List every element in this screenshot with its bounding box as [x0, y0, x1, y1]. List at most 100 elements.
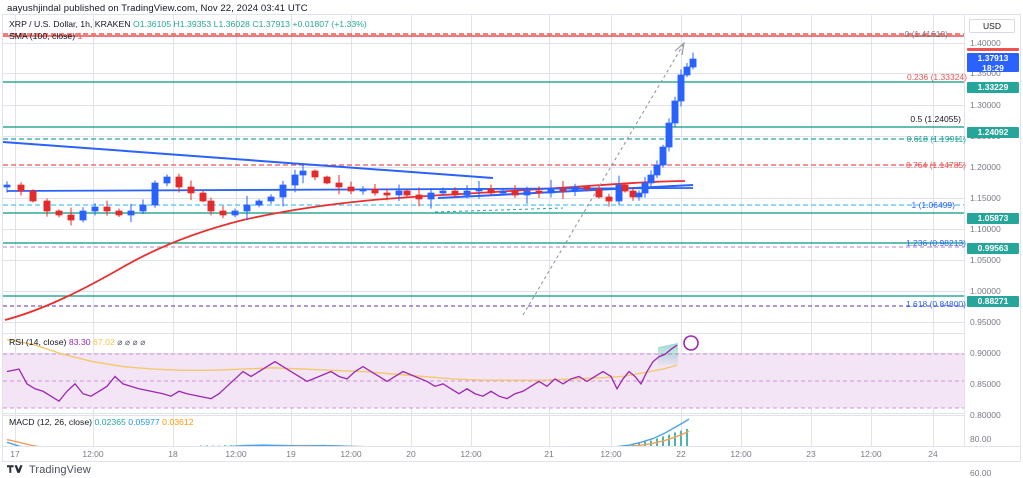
badge-price: 1.05873 — [977, 213, 1009, 223]
price-pane-drawings — [3, 33, 966, 321]
candle-body — [347, 186, 355, 192]
macd-value: 0.02365 — [94, 417, 126, 427]
current-price-badge[interactable]: 1.37913 18:29 — [967, 53, 1019, 72]
candle-body — [605, 196, 613, 202]
candle-body — [395, 190, 403, 196]
candle-body — [635, 192, 643, 198]
gridline-horizontal — [3, 73, 986, 74]
fib-level-label[interactable]: 1 (1.06499) — [911, 200, 955, 210]
candle-body — [683, 66, 691, 76]
price-level-badge[interactable]: 0.88271 — [967, 296, 1019, 307]
time-axis-tick: 12:00 — [460, 449, 482, 459]
price-level-badge[interactable]: 1.05873 — [967, 213, 1019, 224]
rsi-pane-plot — [3, 335, 966, 409]
macd-histogram-bar — [662, 436, 664, 447]
candle-body — [559, 188, 567, 192]
badge-price: 0.99563 — [977, 243, 1009, 253]
price-axis-tick: 1.35000 — [970, 68, 1001, 78]
gridline-horizontal — [3, 136, 986, 137]
candle-body — [571, 186, 579, 192]
price-axis-tick: 0.90000 — [970, 348, 1001, 358]
price-axis-tick: 0.85000 — [970, 379, 1001, 389]
candle-body — [187, 186, 195, 194]
candle-body — [403, 190, 411, 196]
fib-level-label[interactable]: 0 (1.41610) — [904, 29, 948, 39]
candle-body — [103, 206, 111, 212]
price-axis[interactable]: USD 1.400001.350001.300001.250001.200001… — [964, 15, 1020, 478]
rsi-empty-1: ⌀ — [117, 337, 123, 347]
time-axis[interactable]: 17 12:00 18 12:00 19 12:00 20 12:00 21 12:00 22 12:… — [3, 446, 1020, 461]
time-axis-tick: 12:00 — [860, 449, 882, 459]
gridline-horizontal — [3, 260, 986, 261]
fib-level-label[interactable]: 0.764 (1.14785) — [905, 160, 966, 170]
price-axis-tick: 1.20000 — [970, 162, 1001, 172]
gridline-vertical — [933, 15, 934, 461]
candle-body — [231, 210, 239, 216]
rsi-value: 83.30 — [68, 337, 91, 347]
gridline-vertical — [351, 15, 352, 461]
candle-body — [67, 214, 75, 221]
fib-level-label[interactable]: 0.618 (1.19911) — [906, 134, 966, 144]
gridline-horizontal — [3, 229, 986, 230]
gridline-vertical — [741, 15, 742, 461]
price-level-badge[interactable]: 0.99563 — [967, 243, 1019, 254]
candle-body — [615, 184, 623, 202]
tradingview-footer: TradingView — [7, 464, 91, 476]
time-axis-tick: 17 — [10, 449, 20, 459]
rsi-pane-legend: RSI (14, close) 83.30 67.02 ⌀ ⌀ ⌀ ⌀ — [9, 337, 145, 348]
candle-body — [383, 192, 391, 196]
candle-body — [323, 176, 331, 184]
gridline-vertical — [681, 15, 682, 461]
time-axis-tick: 19 — [286, 449, 296, 459]
gridline-horizontal — [3, 415, 986, 416]
badge-price: 1.33229 — [977, 82, 1009, 92]
tradingview-brand: TradingView — [29, 464, 91, 476]
rsi-pane-divider — [3, 333, 1020, 334]
candle-body — [207, 200, 215, 212]
candle-body — [127, 210, 135, 216]
candle-body — [255, 200, 263, 206]
symbol-label[interactable]: XRP / U.S. Dollar, 1h, KRAKEN — [9, 19, 131, 29]
candle-body — [653, 164, 661, 176]
fib-level-label[interactable]: 1.236 (0.98213) — [905, 238, 966, 248]
candle-body — [299, 170, 307, 176]
fib-level-label[interactable]: 0.236 (1.33324) — [906, 72, 967, 82]
candle-body — [451, 190, 459, 196]
ohlc-close: C1.37913 — [252, 19, 290, 29]
gridline-vertical — [15, 15, 16, 461]
fib-level-label[interactable]: 0.5 (1.24055) — [910, 114, 961, 124]
candle-body — [499, 190, 507, 194]
time-axis-tick: 24 — [928, 449, 938, 459]
macd-pane-divider — [3, 413, 1020, 414]
candle-body — [671, 100, 679, 124]
candle-body — [291, 174, 299, 186]
price-level-badge[interactable]: 1.24092 — [967, 127, 1019, 138]
price-level-badge[interactable]: 1.33229 — [967, 82, 1019, 93]
rsi-title[interactable]: RSI (14, close) — [9, 337, 67, 347]
candle-body — [335, 182, 343, 188]
attribution-text: aayushjindal published on TradingView.co… — [7, 3, 308, 14]
price-axis-unit[interactable]: USD — [969, 19, 1015, 33]
time-axis-tick: 20 — [406, 449, 416, 459]
candle-body — [243, 204, 251, 212]
gridline-vertical — [93, 15, 94, 461]
macd-histogram-bar — [668, 434, 670, 447]
sma-indicator-value: 1 — [77, 31, 83, 41]
gridline-vertical — [611, 15, 612, 461]
tradingview-logo-icon — [7, 464, 23, 473]
fib-level-label[interactable]: 1.618 (0.84800) — [905, 299, 966, 309]
gridline-horizontal — [3, 105, 986, 106]
gridline-horizontal — [3, 198, 986, 199]
gridline-vertical — [871, 15, 872, 461]
candle-body — [359, 188, 367, 192]
macd-pane-legend: MACD (12, 26, close) 0.02365 0.05977 0.0… — [9, 417, 194, 428]
price-axis-tick: 0.95000 — [970, 317, 1001, 327]
badge-price: 0.88271 — [977, 296, 1009, 306]
macd-title[interactable]: MACD (12, 26, close) — [9, 417, 93, 427]
price-axis-tick: 0.80000 — [970, 410, 1001, 420]
candle-body — [163, 176, 171, 184]
candle-body — [79, 210, 87, 221]
sma-indicator-label[interactable]: SMA (100, close) — [9, 31, 76, 41]
candle-body — [55, 210, 63, 216]
